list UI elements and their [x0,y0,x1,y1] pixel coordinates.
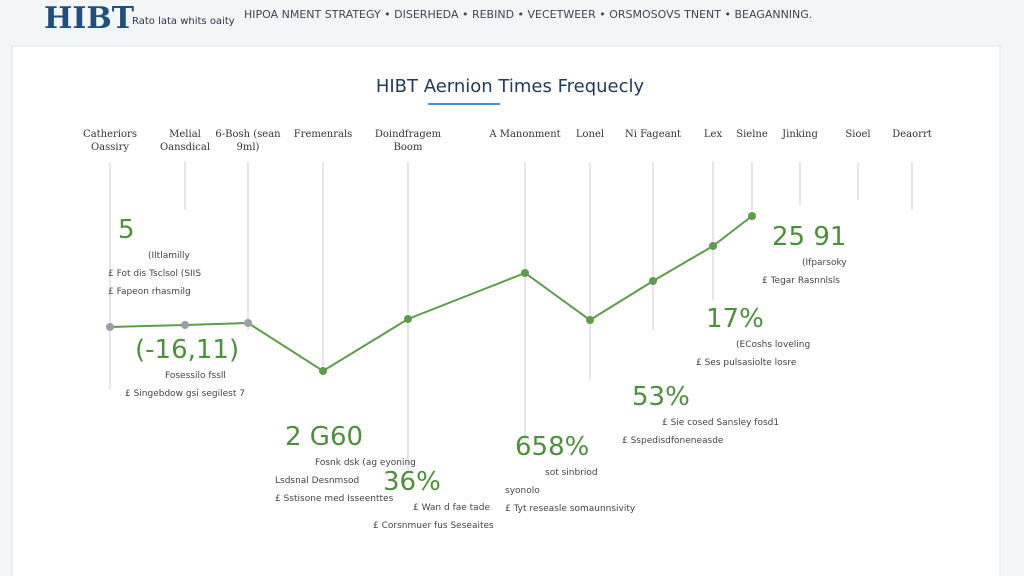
point [748,212,756,220]
category-label: Sielne [736,129,768,140]
category-label: A Manonment [489,129,561,140]
category-label: Doindfragem Boom [374,129,442,153]
category-label: Fremenrals [293,129,353,140]
panel [11,45,1001,576]
annotation-note: £ Fapeon rhasmilg [108,287,191,297]
point [106,323,114,331]
annotation-note: sot sinbriod [545,468,598,478]
annotation-note: (Ifparsoky [802,258,847,268]
annotation-note: £ Sspedisdfoneneasde [622,436,724,446]
annotation-value: 36% [383,467,441,497]
annotation-value: 658% [515,432,589,462]
chart-title: HIBT Aernion Times Frequecly [376,76,645,97]
category-label: Ni Fageant [624,129,682,140]
annotation-note: £ Fot dis Tsclsol (SIIS [108,269,201,279]
point [404,315,412,323]
annotation-note: Fosessilo fssll [165,371,226,381]
nav[interactable]: HIPOA NMENT STRATEGY • DISERHEDA • REBIN… [244,8,812,21]
annotation-note: Fosnk dsk (ag eyoning [315,458,416,468]
category-label: 6-Bosh (sean 9ml) [215,129,281,153]
annotation-note: £ Sstisone med Isseenttes [275,494,394,504]
line [109,215,753,373]
category-label: Jinking [782,129,818,140]
annotation-note: £ Sie cosed Sansley fosd1 [662,418,779,428]
annotation-note: syonolo [505,486,540,496]
annotation-value: 17% [706,304,764,334]
annotation-value: 53% [632,382,690,412]
point [244,319,252,327]
annotation-value: 5 [118,215,135,245]
category-label: Lex [703,129,723,140]
annotation-note: £ Corsnmuer fus Seseaites [373,521,494,531]
annotation-value: 2 G60 [285,422,363,452]
annotation-value: (-16,11) [135,335,239,365]
annotation-note: (Iltlamilly [148,251,190,261]
annotation-note: £ Tyt reseasle somaunnsivity [505,504,636,514]
point [181,321,189,329]
annotation-note: £ Wan d fae tade [413,503,490,513]
annotation-value: 25 91 [772,222,846,252]
annotation-note: Lsdsnal Desnmsod [275,476,359,486]
annotation-note: £ Singebdow gsi segilest 7 [125,389,245,399]
point [319,367,327,375]
annotation-note: (ECoshs loveling [736,340,810,350]
category-label: Lonel [575,129,605,140]
point [649,277,657,285]
category-label: Melial Oansdical [159,129,211,153]
annotation-note: £ Tegar Rasnnlsls [762,276,840,286]
tagline: Rato lata whits oaity [132,16,235,27]
point [521,269,529,277]
logo: HIBT [44,1,135,36]
category-label: Sioel [845,129,871,140]
annotation-note: £ Ses pulsasiolte losre [696,358,797,368]
category-label: Deaorrt [892,129,932,140]
point [709,242,717,250]
point [586,316,594,324]
category-label: Catheriors Oassiry [83,129,137,153]
